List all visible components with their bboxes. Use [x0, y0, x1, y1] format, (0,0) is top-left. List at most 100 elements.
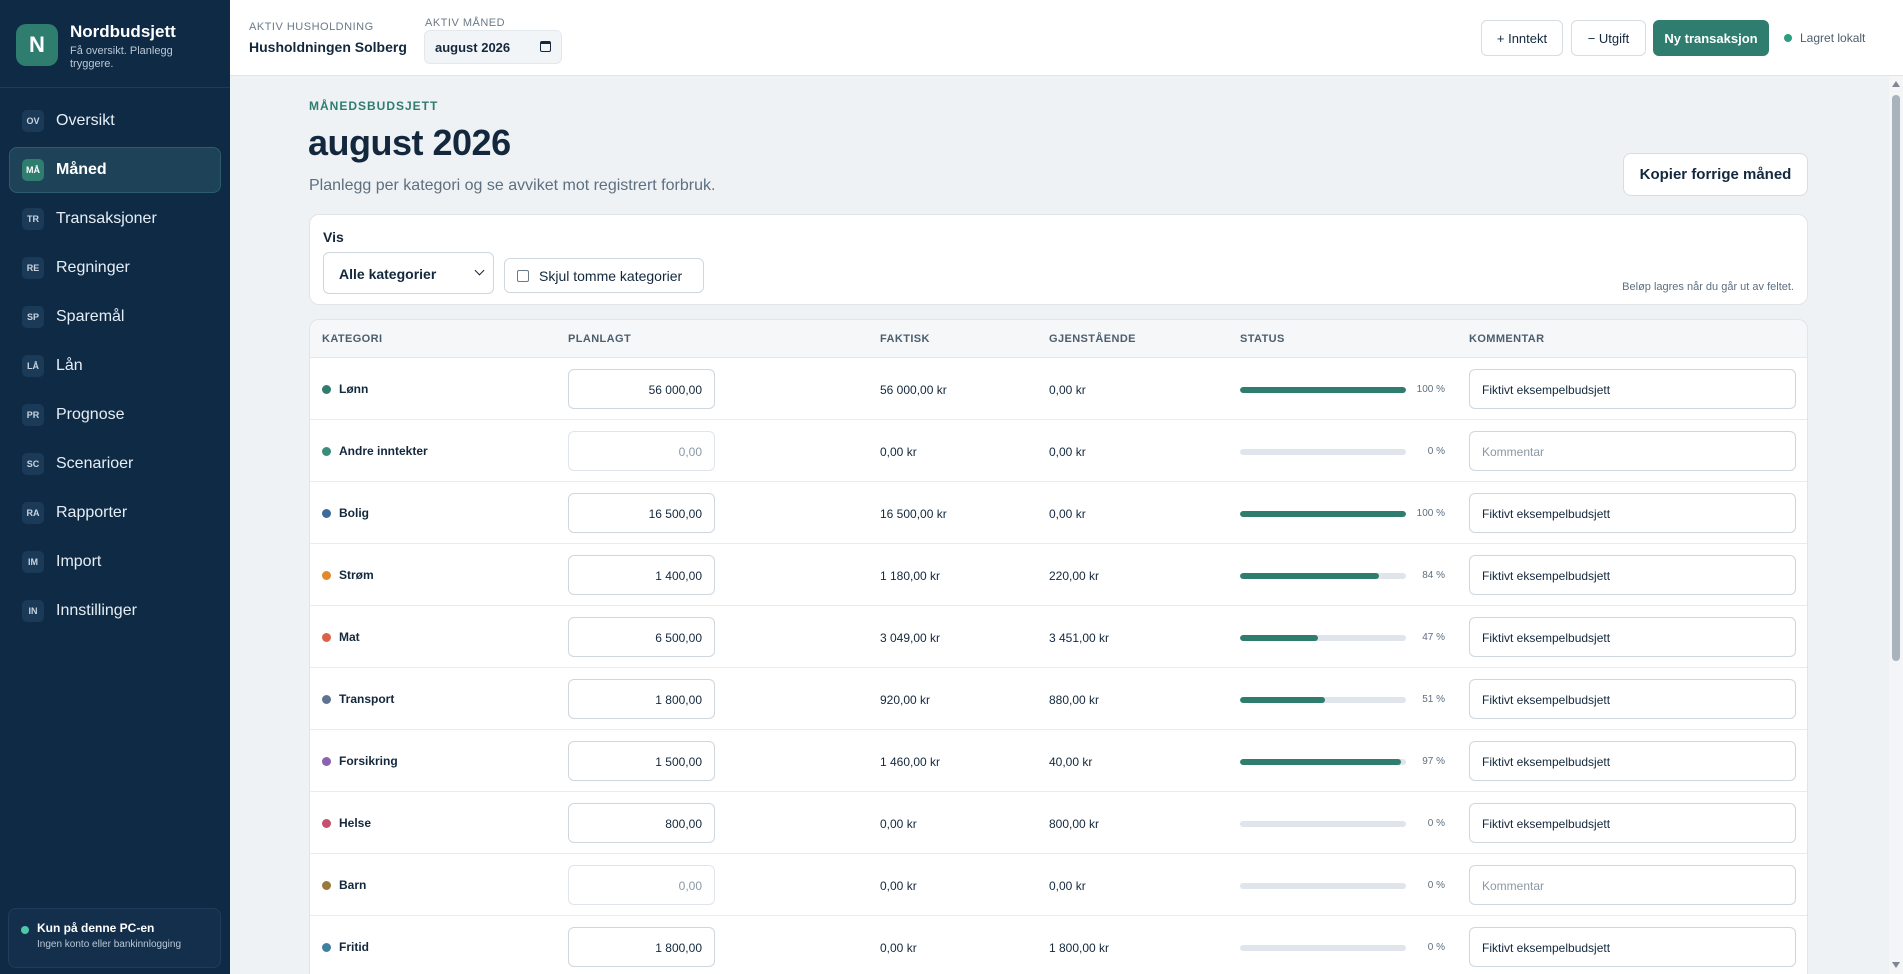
- scrollbar[interactable]: [1889, 76, 1903, 974]
- category-color-dot: [322, 756, 331, 766]
- comment-input[interactable]: Kommentar: [1469, 431, 1796, 471]
- filter-label: Vis: [323, 229, 344, 245]
- calendar-icon[interactable]: [540, 41, 551, 52]
- sidebar-item-9[interactable]: IM Import: [9, 539, 221, 585]
- planned-amount-input[interactable]: 56 000,00: [568, 369, 715, 409]
- progress-fill: [1240, 635, 1319, 641]
- table-row: Barn 0,00 0,00 kr 0,00 kr 0 % Kommentar: [310, 854, 1807, 916]
- sidebar-item-6[interactable]: PR Prognose: [9, 392, 221, 438]
- comment-input[interactable]: Fiktivt eksempelbudsjett: [1469, 555, 1796, 595]
- table-row: Bolig 16 500,00 16 500,00 kr 0,00 kr 100 % Fi…: [310, 482, 1807, 544]
- sidebar-item-label: Rapporter: [56, 504, 128, 521]
- local-subtitle: Ingen konto eller bankinnlogging: [37, 939, 181, 950]
- select-value: Alle kategorier: [339, 266, 437, 282]
- nav-abbr-icon: TR: [22, 208, 44, 230]
- planned-amount-input[interactable]: 16 500,00: [568, 493, 715, 533]
- planned-amount-input[interactable]: 1 800,00: [568, 679, 715, 719]
- category-cell: Transport: [322, 692, 394, 706]
- table-row: Helse 800,00 0,00 kr 800,00 kr 0 % Fiktivt ek…: [310, 792, 1807, 854]
- category-name: Lønn: [339, 382, 369, 396]
- actual-amount: 0,00 kr: [880, 817, 917, 831]
- comment-input[interactable]: Fiktivt eksempelbudsjett: [1469, 679, 1796, 719]
- top-header: AKTIV HUSHOLDNING Husholdningen Solberg …: [230, 0, 1903, 76]
- sidebar-item-4[interactable]: SP Sparemål: [9, 294, 221, 340]
- month-picker[interactable]: august 2026: [424, 30, 562, 64]
- scrollbar-thumb[interactable]: [1892, 95, 1900, 661]
- planned-amount-input[interactable]: 1 800,00: [568, 927, 715, 967]
- planned-amount-input[interactable]: 6 500,00: [568, 617, 715, 657]
- planned-amount-input[interactable]: 1 500,00: [568, 741, 715, 781]
- category-name: Mat: [339, 630, 360, 644]
- actual-amount: 1 460,00 kr: [880, 755, 941, 769]
- copy-previous-month-button[interactable]: Kopier forrige måned: [1623, 153, 1808, 196]
- comment-input[interactable]: Fiktivt eksempelbudsjett: [1469, 369, 1796, 409]
- sidebar-item-0[interactable]: OV Oversikt: [9, 98, 221, 144]
- planned-amount-input[interactable]: 800,00: [568, 803, 715, 843]
- planned-amount-input[interactable]: 0,00: [568, 865, 715, 905]
- budget-table: KATEGORI PLANLAGT FAKTISK GJENSTÅENDE ST…: [309, 319, 1808, 974]
- scroll-down-icon[interactable]: [1892, 962, 1900, 968]
- progress-bar: [1240, 449, 1406, 455]
- planned-amount-input[interactable]: 1 400,00: [568, 555, 715, 595]
- nav-abbr-icon: IM: [22, 551, 44, 573]
- add-expense-button[interactable]: − Utgift: [1571, 20, 1646, 56]
- progress-fill: [1240, 697, 1325, 703]
- sidebar-nav: OV Oversikt MÅ Måned TR Transaksjoner RE Regnin…: [0, 88, 230, 634]
- planned-amount-input[interactable]: 0,00: [568, 431, 715, 471]
- sidebar-item-8[interactable]: RA Rapporter: [9, 490, 221, 536]
- category-cell: Bolig: [322, 506, 369, 520]
- remaining-amount: 40,00 kr: [1049, 755, 1093, 769]
- new-transaction-button[interactable]: Ny transaksjon: [1653, 20, 1769, 56]
- household-label: AKTIV HUSHOLDNING: [249, 21, 374, 33]
- add-income-button[interactable]: + Inntekt: [1481, 20, 1563, 56]
- scroll-up-icon[interactable]: [1892, 81, 1900, 87]
- table-row: Fritid 1 800,00 0,00 kr 1 800,00 kr 0 % Fikti…: [310, 916, 1807, 974]
- sidebar-item-10[interactable]: IN Innstillinger: [9, 588, 221, 634]
- header-category: KATEGORI: [322, 333, 383, 345]
- header-planned: PLANLAGT: [568, 333, 632, 345]
- sidebar-item-label: Oversikt: [56, 112, 115, 129]
- category-filter-select[interactable]: Alle kategorier: [323, 252, 494, 294]
- sidebar-item-label: Regninger: [56, 259, 130, 276]
- progress-bar: [1240, 821, 1406, 827]
- comment-input[interactable]: Fiktivt eksempelbudsjett: [1469, 493, 1796, 533]
- sidebar-item-label: Lån: [56, 357, 83, 374]
- filter-panel: Vis Alle kategorier Skjul tomme kategori…: [309, 214, 1808, 305]
- sidebar-item-7[interactable]: SC Scenarioer: [9, 441, 221, 487]
- comment-input[interactable]: Fiktivt eksempelbudsjett: [1469, 927, 1796, 967]
- category-cell: Andre inntekter: [322, 444, 428, 458]
- progress-bar: [1240, 883, 1406, 889]
- category-name: Strøm: [339, 568, 374, 582]
- sidebar-item-5[interactable]: LÅ Lån: [9, 343, 221, 389]
- comment-input[interactable]: Kommentar: [1469, 865, 1796, 905]
- progress-fill: [1240, 573, 1380, 579]
- hide-empty-toggle[interactable]: Skjul tomme kategorier: [504, 258, 704, 293]
- sidebar-item-3[interactable]: RE Regninger: [9, 245, 221, 291]
- nav-abbr-icon: OV: [22, 110, 44, 132]
- actual-amount: 0,00 kr: [880, 941, 917, 955]
- comment-input[interactable]: Fiktivt eksempelbudsjett: [1469, 617, 1796, 657]
- progress-percent: 97 %: [1422, 756, 1445, 767]
- table-row: Lønn 56 000,00 56 000,00 kr 0,00 kr 100 % Fik…: [310, 358, 1807, 420]
- progress-bar: [1240, 573, 1406, 579]
- progress-percent: 100 %: [1416, 384, 1445, 395]
- category-color-dot: [322, 446, 331, 456]
- hide-empty-checkbox[interactable]: [517, 269, 529, 282]
- sidebar-item-1[interactable]: MÅ Måned: [9, 147, 221, 193]
- progress-percent: 47 %: [1422, 632, 1445, 643]
- actual-amount: 1 180,00 kr: [880, 569, 941, 583]
- category-color-dot: [322, 694, 331, 704]
- sidebar-item-label: Import: [56, 553, 102, 570]
- comment-input[interactable]: Fiktivt eksempelbudsjett: [1469, 803, 1796, 843]
- sidebar-item-2[interactable]: TR Transaksjoner: [9, 196, 221, 242]
- remaining-amount: 0,00 kr: [1049, 507, 1086, 521]
- actual-amount: 3 049,00 kr: [880, 631, 941, 645]
- category-name: Bolig: [339, 506, 369, 520]
- month-value: august 2026: [435, 40, 511, 55]
- table-row: Mat 6 500,00 3 049,00 kr 3 451,00 kr 47 % Fik…: [310, 606, 1807, 668]
- hide-empty-label: Skjul tomme kategorier: [539, 267, 683, 284]
- category-cell: Barn: [322, 878, 366, 892]
- comment-input[interactable]: Fiktivt eksempelbudsjett: [1469, 741, 1796, 781]
- actual-amount: 0,00 kr: [880, 445, 917, 459]
- local-storage-notice: Kun på denne PC-en Ingen konto eller ban…: [8, 908, 221, 968]
